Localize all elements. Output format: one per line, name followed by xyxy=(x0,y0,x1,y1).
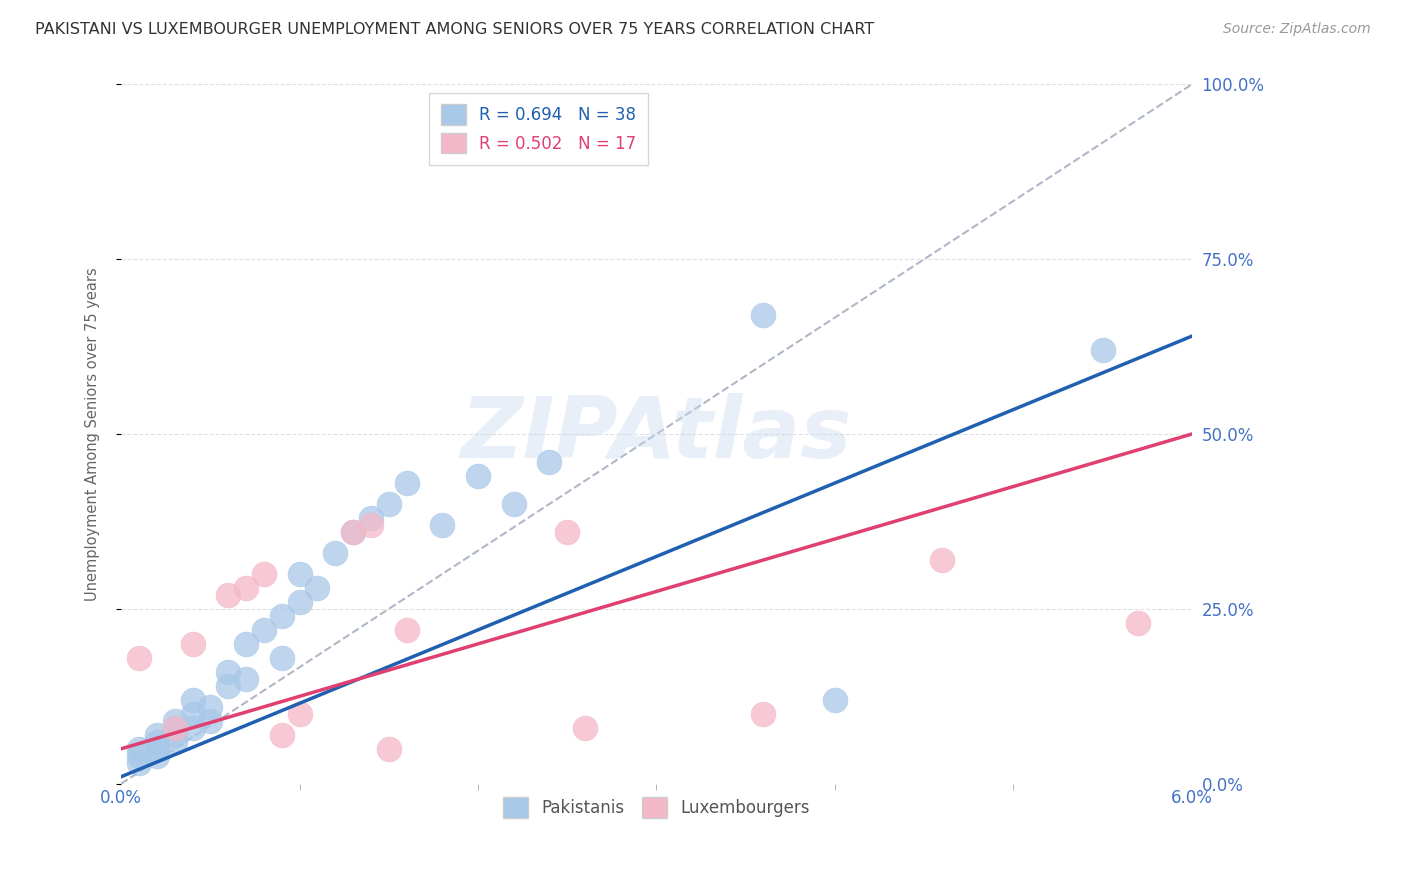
Point xyxy=(752,308,775,322)
Point xyxy=(378,497,401,511)
Point xyxy=(146,748,169,763)
Point xyxy=(555,524,578,539)
Point xyxy=(253,566,276,581)
Point xyxy=(502,497,524,511)
Point xyxy=(163,721,186,735)
Point xyxy=(146,728,169,742)
Point xyxy=(288,566,311,581)
Point xyxy=(181,637,204,651)
Point xyxy=(217,588,239,602)
Point xyxy=(235,672,257,686)
Point xyxy=(931,553,953,567)
Point xyxy=(360,518,382,533)
Point xyxy=(395,476,418,491)
Text: PAKISTANI VS LUXEMBOURGER UNEMPLOYMENT AMONG SENIORS OVER 75 YEARS CORRELATION C: PAKISTANI VS LUXEMBOURGER UNEMPLOYMENT A… xyxy=(35,22,875,37)
Point xyxy=(217,679,239,693)
Point xyxy=(163,721,186,735)
Point xyxy=(1128,615,1150,630)
Point xyxy=(163,728,186,742)
Point xyxy=(181,721,204,735)
Point xyxy=(288,595,311,609)
Point xyxy=(200,699,222,714)
Point xyxy=(467,469,489,483)
Point xyxy=(253,623,276,637)
Point xyxy=(181,693,204,707)
Point xyxy=(270,608,292,623)
Point xyxy=(538,455,561,469)
Point xyxy=(163,714,186,728)
Point xyxy=(235,581,257,595)
Point xyxy=(146,735,169,749)
Point xyxy=(360,511,382,525)
Point xyxy=(217,665,239,679)
Point xyxy=(270,728,292,742)
Point xyxy=(395,623,418,637)
Point xyxy=(128,741,150,756)
Text: Source: ZipAtlas.com: Source: ZipAtlas.com xyxy=(1223,22,1371,37)
Point xyxy=(1091,343,1114,358)
Point xyxy=(163,735,186,749)
Point xyxy=(432,518,454,533)
Legend: Pakistanis, Luxembourgers: Pakistanis, Luxembourgers xyxy=(496,790,815,824)
Point xyxy=(824,693,846,707)
Point xyxy=(181,706,204,721)
Point xyxy=(342,524,364,539)
Point xyxy=(288,706,311,721)
Point xyxy=(323,546,346,560)
Text: ZIPAtlas: ZIPAtlas xyxy=(461,392,852,475)
Point xyxy=(342,524,364,539)
Point xyxy=(235,637,257,651)
Point xyxy=(146,741,169,756)
Point xyxy=(128,748,150,763)
Point xyxy=(752,706,775,721)
Point xyxy=(200,714,222,728)
Point xyxy=(128,756,150,770)
Point xyxy=(128,651,150,665)
Point xyxy=(574,721,596,735)
Point xyxy=(270,651,292,665)
Point xyxy=(307,581,329,595)
Y-axis label: Unemployment Among Seniors over 75 years: Unemployment Among Seniors over 75 years xyxy=(86,268,100,601)
Point xyxy=(378,741,401,756)
